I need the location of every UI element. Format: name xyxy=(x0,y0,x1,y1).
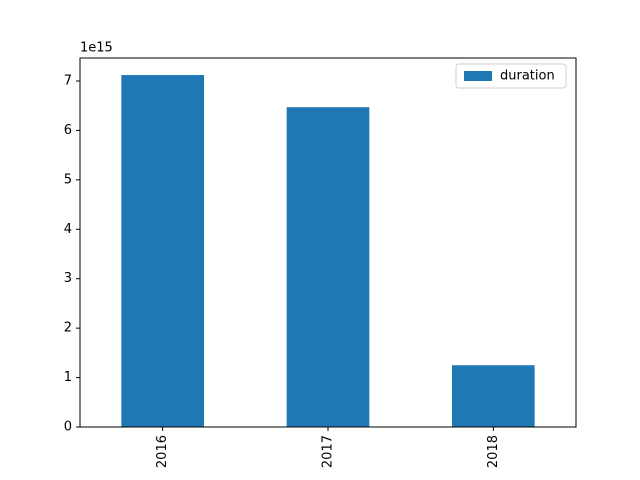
y-tick-label: 3 xyxy=(64,271,72,286)
x-tick-label: 2016 xyxy=(155,435,170,468)
y-tick-label: 0 xyxy=(64,420,72,435)
legend-swatch xyxy=(464,71,492,81)
bar xyxy=(452,365,535,427)
bar xyxy=(286,107,370,427)
x-tick-label: 2018 xyxy=(486,435,501,468)
y-tick-label: 7 xyxy=(64,73,72,88)
y-tick-label: 1 xyxy=(64,370,72,385)
y-tick-label: 4 xyxy=(64,222,72,237)
legend-frame xyxy=(455,63,567,89)
y-tick-label: 2 xyxy=(64,321,72,336)
x-tick-label: 2017 xyxy=(321,435,336,468)
bar xyxy=(121,75,204,427)
y-tick-label: 6 xyxy=(64,123,72,138)
legend-label: duration xyxy=(500,69,555,84)
y-offset-label: 1e15 xyxy=(80,41,113,56)
y-tick-label: 5 xyxy=(64,172,72,187)
plot-frame xyxy=(79,57,577,428)
